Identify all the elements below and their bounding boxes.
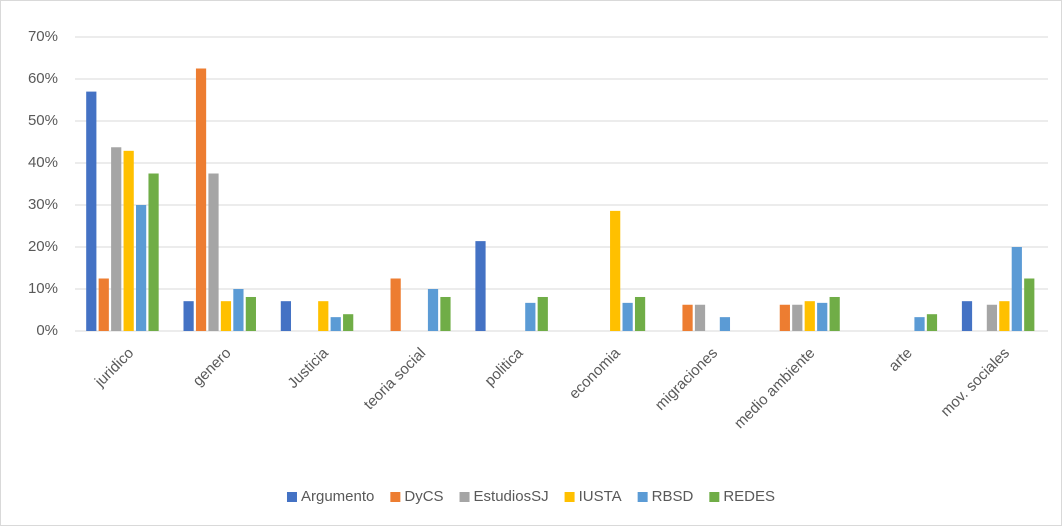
legend-swatch: [390, 492, 401, 502]
bar: [817, 302, 828, 331]
legend-swatch: [459, 492, 470, 502]
bar: [829, 296, 840, 331]
bar: [926, 314, 938, 331]
bar: [318, 301, 329, 331]
bar: [111, 147, 122, 331]
bar: [427, 289, 439, 331]
bar: [804, 301, 815, 331]
bar: [961, 301, 973, 331]
bar: [86, 91, 97, 331]
bar: [330, 317, 341, 331]
bar: [220, 301, 232, 331]
legend-swatch: [286, 492, 297, 502]
y-tick-label: 20%: [28, 238, 58, 255]
bar: [1011, 247, 1022, 331]
bar: [634, 296, 646, 331]
bar: [622, 302, 633, 331]
bar: [245, 296, 256, 331]
bar: [136, 205, 147, 331]
bar: [98, 278, 109, 331]
legend-swatch: [709, 492, 720, 502]
bar: [610, 210, 621, 331]
bar: [1024, 278, 1035, 331]
bar: [694, 304, 706, 331]
bar: [343, 314, 354, 331]
bar: [682, 304, 693, 331]
bar: [999, 301, 1010, 331]
bar: [123, 150, 134, 331]
y-tick-label: 0%: [36, 322, 58, 339]
bar: [914, 317, 925, 331]
legend-label: DyCS: [404, 488, 443, 505]
bar: [233, 289, 244, 331]
bar: [195, 68, 207, 331]
legend-swatch: [637, 492, 648, 502]
y-tick-label: 30%: [28, 196, 58, 213]
legend-label: Argumento: [301, 488, 374, 505]
bar: [440, 296, 451, 331]
legend-label: REDES: [723, 488, 775, 505]
bar: [779, 304, 790, 331]
bar: [792, 304, 803, 331]
bar: [390, 278, 401, 331]
bar: [183, 301, 194, 331]
y-tick-label: 40%: [28, 154, 58, 171]
y-tick-label: 50%: [28, 112, 58, 129]
y-tick-label: 10%: [28, 280, 58, 297]
bar: [208, 173, 219, 331]
legend-label: EstudiosSJ: [474, 488, 549, 505]
bar: [280, 301, 292, 331]
legend-swatch: [564, 492, 575, 502]
bar: [986, 304, 998, 331]
bar: [537, 296, 548, 331]
y-tick-label: 60%: [28, 70, 58, 87]
bar: [475, 241, 486, 331]
y-tick-label: 70%: [28, 28, 58, 45]
legend-label: RBSD: [652, 488, 694, 505]
legend-label: IUSTA: [579, 488, 622, 505]
bar: [148, 173, 159, 331]
bar: [525, 302, 536, 331]
bar: [719, 317, 731, 331]
